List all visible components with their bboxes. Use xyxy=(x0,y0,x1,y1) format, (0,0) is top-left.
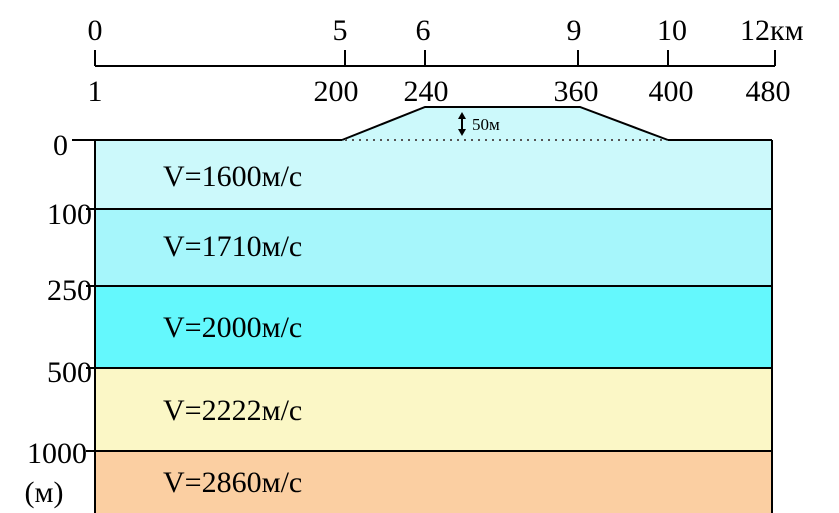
layer-4-velocity: V=2222м/с xyxy=(163,394,302,427)
ridge-fill xyxy=(342,107,668,140)
km-label-12: 12км xyxy=(740,14,804,47)
layer-1-velocity: V=1600м/с xyxy=(163,160,302,193)
trace-label-1: 1 xyxy=(88,75,103,108)
trace-label-360: 360 xyxy=(554,75,599,108)
layer-5-fill xyxy=(95,451,772,513)
layer-5-velocity: V=2860м/с xyxy=(163,466,302,499)
layer-4-fill xyxy=(95,368,772,451)
depth-label-0: 0 xyxy=(53,129,68,162)
velocity-layers xyxy=(95,140,772,513)
trace-label-240: 240 xyxy=(404,75,449,108)
trace-label-400: 400 xyxy=(649,75,694,108)
depth-unit-label: (м) xyxy=(25,476,64,509)
layer-1-fill xyxy=(95,140,772,209)
layer-boundaries xyxy=(72,139,773,513)
trace-label-480: 480 xyxy=(746,75,791,108)
ridge: 50м xyxy=(341,106,669,141)
depth-label-250: 250 xyxy=(47,274,92,307)
layer-3-fill xyxy=(95,286,772,368)
trace-label-200: 200 xyxy=(314,75,359,108)
velocity-labels: V=1600м/с V=1710м/с V=2000м/с V=2222м/с … xyxy=(163,160,302,499)
layer-2-velocity: V=1710м/с xyxy=(163,230,302,263)
km-label-5: 5 xyxy=(333,14,348,47)
km-label-6: 6 xyxy=(416,14,431,47)
depth-label-500: 500 xyxy=(47,356,92,389)
km-label-0: 0 xyxy=(88,14,103,47)
layer-3-velocity: V=2000м/с xyxy=(163,311,302,344)
distance-scale: 0 5 6 9 10 12км 1 200 240 360 400 480 xyxy=(88,14,804,108)
ridge-height-arrow-icon xyxy=(458,112,466,136)
depth-label-1000: 1000 xyxy=(27,437,87,470)
km-label-9: 9 xyxy=(567,14,582,47)
km-label-10: 10 xyxy=(657,14,687,47)
layer-2-fill xyxy=(95,209,772,286)
depth-axis: 0 100 250 500 1000 (м) xyxy=(25,129,92,509)
depth-label-100: 100 xyxy=(47,198,92,231)
ridge-height-label: 50м xyxy=(472,115,500,134)
ridge-outline xyxy=(341,106,669,141)
